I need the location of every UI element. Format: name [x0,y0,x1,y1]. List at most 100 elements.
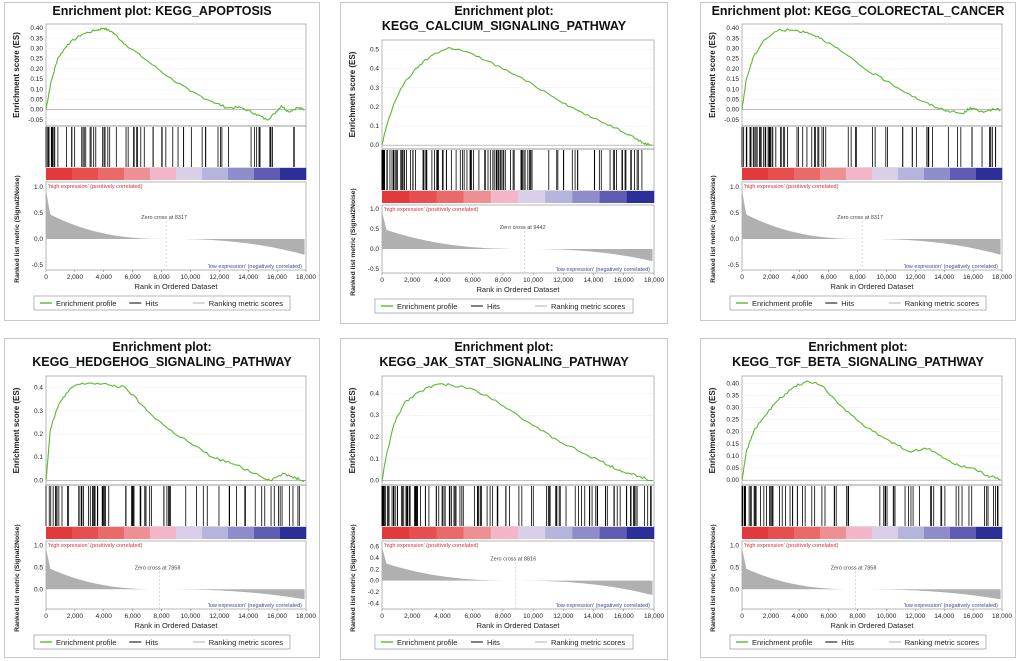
enrichment-plot-panel: Enrichment plot:KEGG_TGF_BETA_SIGNALING_… [700,338,1016,658]
color-bar-segment [98,527,125,539]
plot-title: KEGG_TGF_BETA_SIGNALING_PATHWAY [732,355,984,369]
metric-area [742,190,1001,255]
color-bar-segment [176,168,203,180]
color-bar-segment [794,527,821,539]
metric-area [742,548,1001,600]
color-bar-segment [202,527,229,539]
es-tick-label: 0.3 [370,85,379,92]
x-tick-label: 0 [740,274,744,281]
x-tick-label: 14,000 [238,274,258,281]
color-bar-segment [742,527,769,539]
x-tick-label: 12,000 [905,274,925,281]
legend-label: Ranking metric scores [905,638,979,647]
x-tick-label: 8,000 [849,274,866,281]
es-tick-label: 0.35 [726,392,739,399]
es-tick-label: 0.2 [34,431,43,438]
color-bar-segment [976,527,1003,539]
color-bar-segment [872,168,899,180]
color-bar-segment [228,168,255,180]
x-tick-label: 2,000 [763,274,780,281]
x-tick-label: 0 [44,274,48,281]
x-axis-label: Rank in Ordered Dataset [831,621,915,630]
es-tick-label: 0.10 [30,86,43,93]
x-tick-label: 12,000 [209,274,229,281]
x-tick-label: 0 [380,613,384,620]
color-bar-segment [545,191,573,203]
color-bar-segment [599,527,628,539]
es-tick-label: 0.40 [726,25,739,32]
color-bar-segment [150,527,177,539]
metric-axis-label: Ranked list metric (Signal2Noise) [350,524,357,632]
x-tick-label: 10,000 [523,277,543,284]
high-expression-label: 'high expression' (positively correlated… [384,207,479,213]
color-bar-segment [626,191,655,203]
metric-tick-label: -0.2 [368,589,380,596]
color-bar-segment [846,527,873,539]
color-bar-segment [463,191,492,203]
legend-label: Hits [841,638,854,647]
x-tick-label: 8,000 [153,613,170,620]
metric-tick-label: 0.6 [370,544,379,551]
metric-tick-label: 0.5 [34,210,43,217]
color-bar-segment [518,527,546,539]
plot-title: Enrichment plot: KEGG_APOPTOSIS [52,4,271,18]
x-tick-label: 18,000 [992,274,1012,281]
x-tick-label: 6,000 [125,274,142,281]
metric-axis-label: Ranked list metric (Signal2Noise) [710,175,717,283]
color-bar-segment [846,168,873,180]
color-bar-segment [382,191,410,203]
x-tick-label: 10,000 [180,613,200,620]
x-tick-label: 18,000 [644,613,664,620]
enrichment-plot-panel: Enrichment plot:KEGG_CALCIUM_SIGNALING_P… [340,2,668,324]
es-tick-label: 0.20 [726,429,739,436]
x-tick-label: 2,000 [404,613,421,620]
x-tick-label: 18,000 [992,613,1012,620]
color-bar-segment [572,191,600,203]
metric-tick-label: 0.0 [34,236,43,243]
x-tick-label: 14,000 [934,613,954,620]
x-tick-label: 2,000 [404,277,421,284]
es-tick-label: 0.4 [370,390,379,397]
color-bar-segment [599,191,628,203]
enrichment-plot-panel: Enrichment plot: KEGG_COLORECTAL_CANCER 0… [700,2,1016,321]
metric-area [46,548,305,600]
metric-tick-label: 0.0 [730,586,739,593]
zero-cross-label: Zero cross at 7858 [135,565,181,571]
es-tick-label: 0.0 [370,478,379,485]
x-tick-label: 2,000 [67,274,84,281]
color-bar-segment [898,527,925,539]
legend-label: Ranking metric scores [551,638,625,647]
x-tick-label: 8,000 [849,613,866,620]
es-tick-label: 0.2 [370,434,379,441]
es-tick-label: 0.30 [726,45,739,52]
legend-box [374,634,634,650]
metric-area [46,190,305,255]
color-bar-segment [228,527,255,539]
legend-label: Enrichment profile [397,638,457,647]
metric-axis-label: Ranked list metric (Signal2Noise) [14,524,21,632]
x-tick-label: 12,000 [553,277,573,284]
x-axis-label: Rank in Ordered Dataset [477,621,561,630]
x-axis-label: Rank in Ordered Dataset [831,282,915,291]
es-tick-label: 0.40 [726,380,739,387]
panel-border [4,338,320,658]
color-bar-segment [626,527,655,539]
metric-area [382,546,653,596]
es-tick-label: 0.2 [370,104,379,111]
plot-title: KEGG_HEDGEHOG_SIGNALING_PATHWAY [32,355,292,369]
enrichment-profile-line [381,382,653,482]
legend-label: Hits [841,299,854,308]
es-tick-label: 0.25 [726,417,739,424]
x-axis-label: Rank in Ordered Dataset [135,282,219,291]
x-tick-label: 10,000 [876,613,896,620]
x-tick-label: 12,000 [209,613,229,620]
es-tick-label: 0.1 [370,123,379,130]
metric-tick-label: 1.0 [34,184,43,191]
x-tick-label: 10,000 [523,613,543,620]
metric-tick-label: 0.0 [370,578,379,585]
x-tick-label: 14,000 [584,613,604,620]
x-tick-label: 0 [740,613,744,620]
legend-label: Enrichment profile [56,299,116,308]
hits-group [45,486,300,526]
color-bar-segment [409,191,437,203]
